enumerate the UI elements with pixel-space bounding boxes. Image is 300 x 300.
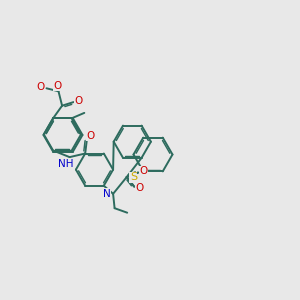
Text: O: O — [36, 82, 45, 92]
Text: O: O — [74, 96, 83, 106]
Text: N: N — [103, 189, 110, 199]
Text: S: S — [130, 172, 137, 182]
Text: O: O — [139, 166, 147, 176]
Text: O: O — [135, 183, 143, 193]
Text: O: O — [86, 130, 95, 140]
Text: NH: NH — [58, 159, 74, 169]
Text: O: O — [53, 81, 61, 91]
